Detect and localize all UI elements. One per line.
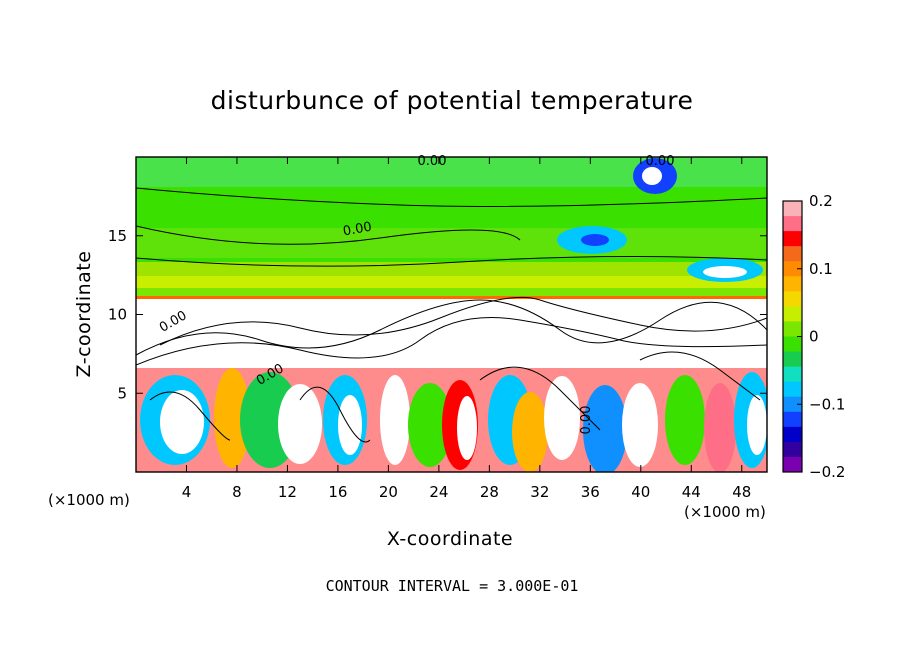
field-green-band: [136, 288, 767, 297]
x-axis-label: X-coordinate: [386, 528, 514, 550]
x-tick-label: 40: [631, 483, 650, 501]
colorbar-segment: [783, 336, 802, 353]
y-axis-ticks: 5 10 15: [108, 227, 767, 402]
colorbar-segment: [783, 351, 802, 368]
colorbar-segment: [783, 411, 802, 428]
contour-value-label: 0.00: [418, 154, 447, 169]
x-tick-label: 24: [429, 483, 448, 501]
colorbar: 0.2 0.1 0 −0.1 −0.2: [782, 192, 845, 481]
x-tick-label: 12: [278, 483, 297, 501]
colorbar-tick-label: 0: [809, 328, 819, 346]
colorbar-segment: [783, 426, 802, 443]
colorbar-segment: [783, 306, 802, 322]
field-middle-white: [136, 299, 767, 374]
heatmap-field: [136, 157, 767, 472]
colorbar-segment: [783, 456, 802, 473]
contour-interval-note: CONTOUR INTERVAL = 3.000E-01: [325, 577, 579, 595]
colorbar-segment: [783, 321, 802, 337]
y-tick-label: 15: [108, 227, 127, 245]
colorbar-segment: [783, 381, 802, 398]
x-tick-label: 36: [581, 483, 600, 501]
x-tick-label: 20: [379, 483, 398, 501]
z-unit-label: (×1000 m): [48, 491, 130, 509]
x-tick-label: 8: [232, 483, 242, 501]
field-yellow-band: [136, 276, 767, 288]
field-tropopause-line: [136, 296, 767, 299]
x-tick-label: 32: [530, 483, 549, 501]
colorbar-tick-label: −0.2: [809, 463, 845, 481]
colorbar-segment: [783, 366, 802, 383]
x-tick-label: 44: [682, 483, 701, 501]
colorbar-segment: [783, 441, 802, 458]
colorbar-segment: [783, 231, 802, 247]
x-unit-label: (×1000 m): [684, 503, 766, 521]
colorbar-segment: [783, 291, 802, 307]
colorbar-segment: [783, 201, 802, 217]
x-tick-label: 16: [328, 483, 347, 501]
colorbar-segment: [783, 276, 802, 292]
colorbar-tick-label: 0.1: [809, 260, 833, 278]
field-upper-anomalies: [557, 158, 763, 282]
colorbar-segment: [783, 396, 802, 413]
colorbar-segment: [783, 246, 802, 262]
x-tick-label: 4: [182, 483, 192, 501]
contour-value-label: 0.00: [646, 154, 675, 169]
y-tick-label: 10: [108, 306, 127, 324]
x-tick-label: 28: [480, 483, 499, 501]
contour-value-label: 0.00: [342, 220, 373, 240]
colorbar-tick-label: 0.2: [809, 192, 833, 210]
x-tick-label: 48: [732, 483, 751, 501]
contour-value-label: 0.00: [579, 406, 594, 435]
x-axis-ticks: 4 8 12 16 20 24 28 32 36 40 44 48: [182, 157, 751, 501]
chart-title: disturbunce of potential temperature: [210, 86, 694, 115]
field-contours: [136, 187, 767, 443]
colorbar-segment: [783, 261, 802, 277]
field-mid-band: [136, 228, 767, 258]
field-lower-blobs: [140, 368, 767, 472]
colorbar-tick-label: −0.1: [809, 395, 845, 413]
colorbar-segment: [783, 216, 802, 232]
y-tick-label: 5: [117, 384, 127, 402]
